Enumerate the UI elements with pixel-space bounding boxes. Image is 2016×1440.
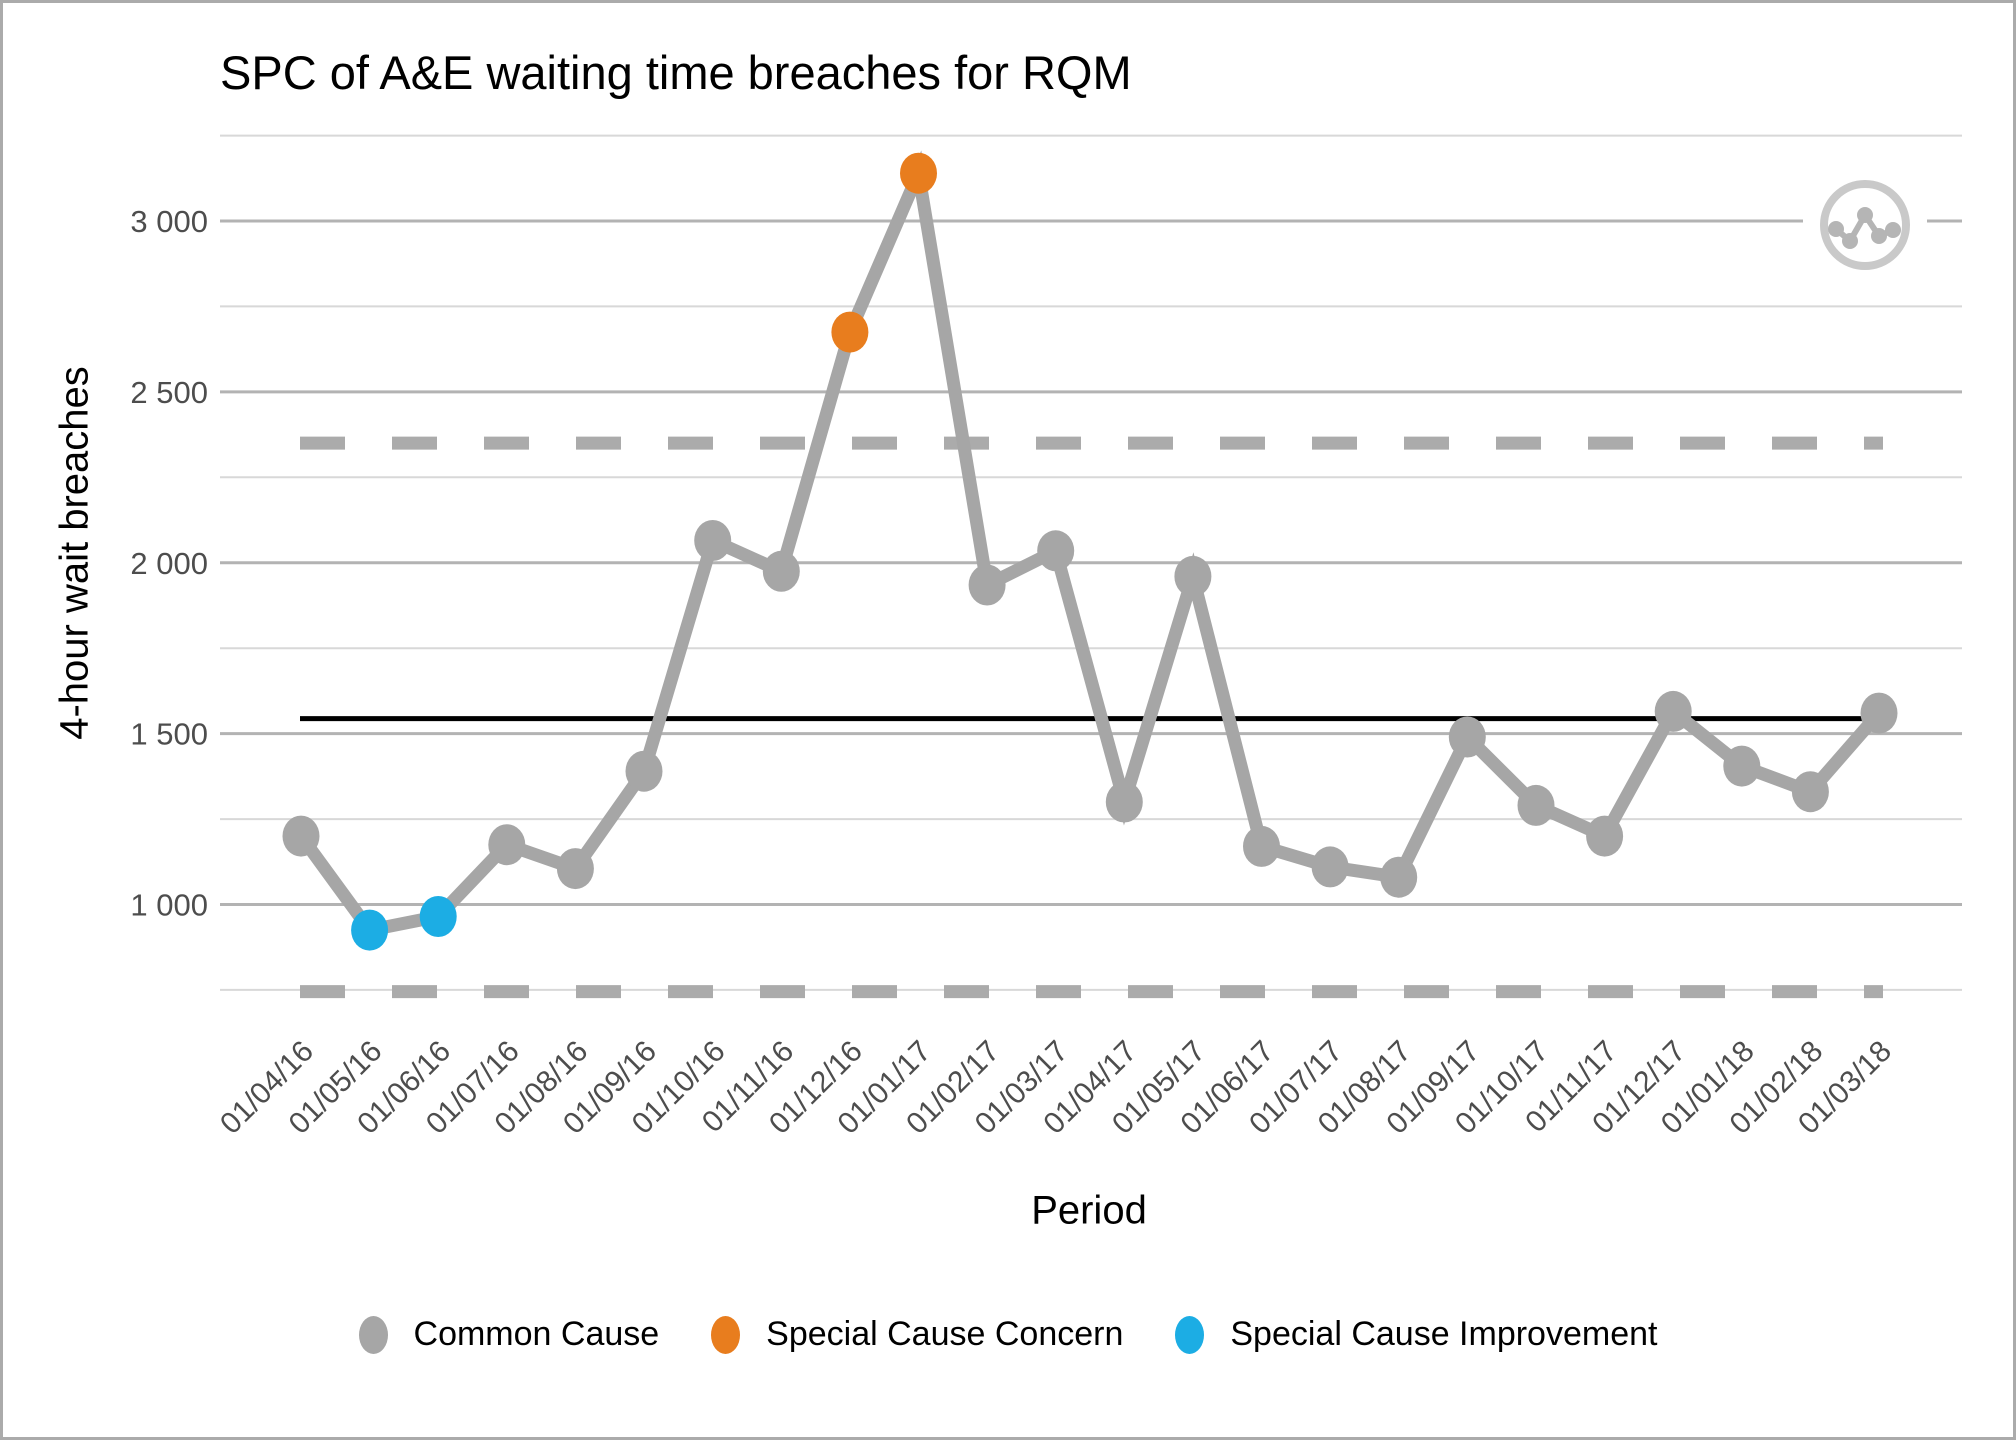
common-cause-swatch-icon	[358, 1315, 388, 1354]
chart-title: SPC of A&E waiting time breaches for RQM	[220, 46, 1132, 99]
x-axis-title: Period	[1031, 1188, 1147, 1233]
legend: Common Cause Special Cause Concern Speci…	[3, 1315, 2013, 1354]
special-cause-improvement-swatch-icon	[1175, 1315, 1205, 1354]
data-point-common	[1860, 692, 1898, 734]
icon-dots	[1828, 207, 1901, 249]
legend-item-common-cause: Common Cause	[358, 1315, 660, 1354]
legend-item-special-cause-concern: Special Cause Concern	[711, 1315, 1123, 1354]
data-point-common	[1517, 784, 1555, 826]
data-point-common	[556, 848, 594, 890]
data-point-common	[1448, 716, 1486, 758]
data-point-common	[1243, 825, 1280, 867]
y-tick-label: 1 500	[130, 717, 208, 752]
y-tick-label: 2 500	[130, 375, 208, 410]
data-point-common	[762, 550, 800, 592]
data-point-common	[1791, 771, 1829, 813]
data-point-common	[968, 564, 1006, 606]
data-point-concern	[831, 311, 869, 353]
data-point-common	[1105, 781, 1143, 823]
data-point-common	[1654, 690, 1692, 732]
data-point-improvement	[419, 896, 457, 937]
data-point-common	[1174, 555, 1212, 597]
legend-item-special-cause-improvement: Special Cause Improvement	[1175, 1315, 1657, 1354]
y-tick-label: 3 000	[130, 204, 208, 239]
data-point-common	[625, 750, 663, 792]
data-point-common	[1037, 530, 1075, 572]
data-point-common	[1311, 846, 1349, 888]
legend-label: Special Cause Concern	[766, 1315, 1124, 1353]
data-point-common	[488, 824, 526, 866]
data-point-common	[694, 520, 732, 561]
data-point-common	[1586, 815, 1624, 857]
series-line	[295, 150, 1884, 938]
legend-label: Common Cause	[413, 1315, 660, 1353]
data-point-improvement	[351, 909, 389, 951]
data-point-common	[1380, 856, 1418, 898]
y-tick-label: 2 000	[130, 546, 208, 581]
run-chart-icon	[1803, 177, 1927, 273]
y-tick-label: 1 000	[130, 888, 208, 923]
legend-label: Special Cause Improvement	[1230, 1315, 1658, 1353]
data-point-common	[1723, 745, 1761, 787]
special-cause-concern-swatch-icon	[711, 1315, 741, 1354]
data-point-concern	[900, 152, 937, 194]
data-point-common	[282, 815, 320, 857]
